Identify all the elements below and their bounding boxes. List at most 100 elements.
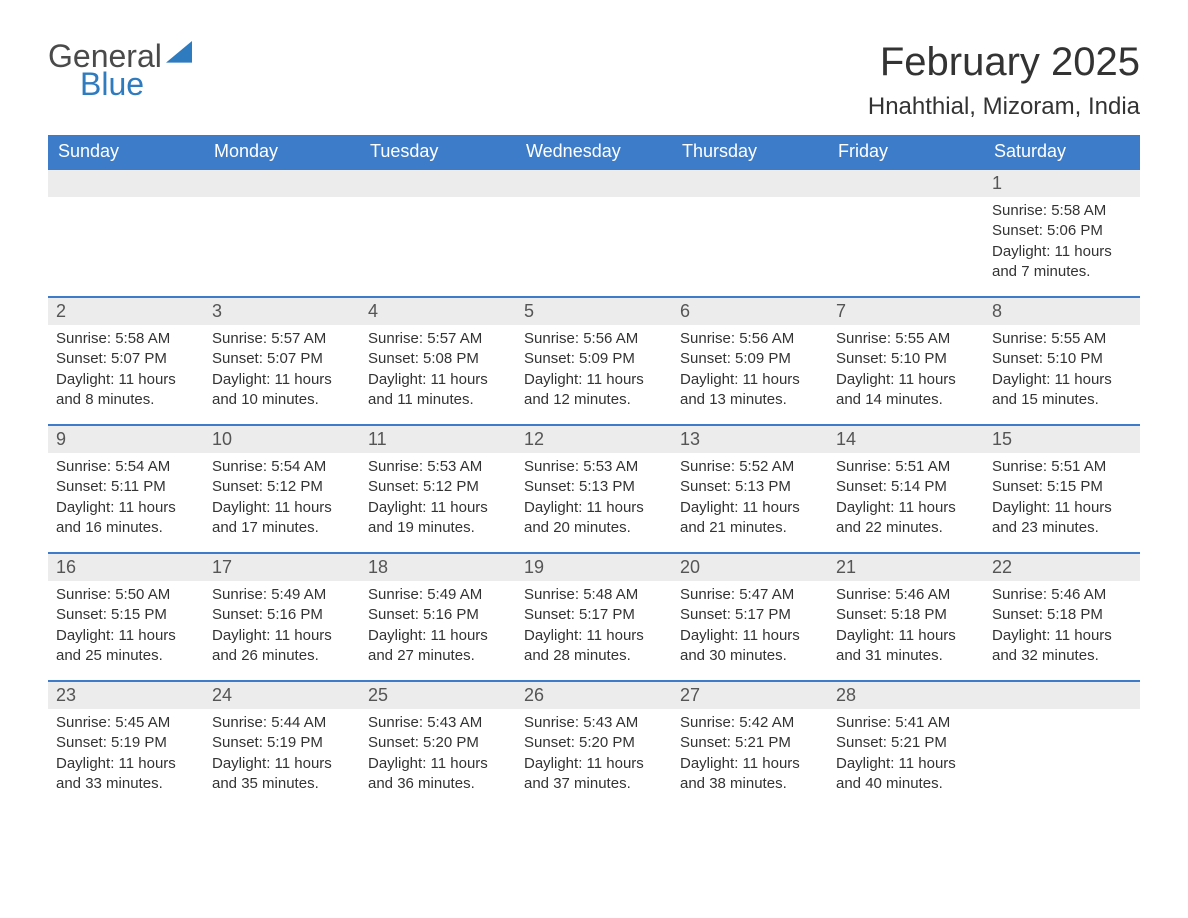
sunset-line: Sunset: 5:17 PM xyxy=(524,605,664,625)
sunrise-line: Sunrise: 5:57 AM xyxy=(212,329,352,349)
day-details: Sunrise: 5:51 AMSunset: 5:15 PMDaylight:… xyxy=(984,453,1140,550)
sunrise-line: Sunrise: 5:44 AM xyxy=(212,713,352,733)
daylight-line: Daylight: 11 hours and 37 minutes. xyxy=(524,754,664,795)
sunset-line: Sunset: 5:06 PM xyxy=(992,221,1132,241)
sunset-line: Sunset: 5:15 PM xyxy=(56,605,196,625)
sunrise-line: Sunrise: 5:42 AM xyxy=(680,713,820,733)
sunset-line: Sunset: 5:12 PM xyxy=(368,477,508,497)
sunrise-line: Sunrise: 5:53 AM xyxy=(368,457,508,477)
daynum-bar-empty xyxy=(828,170,984,197)
sunset-line: Sunset: 5:12 PM xyxy=(212,477,352,497)
calendar-week-row: 9Sunrise: 5:54 AMSunset: 5:11 PMDaylight… xyxy=(48,425,1140,553)
day-details: Sunrise: 5:52 AMSunset: 5:13 PMDaylight:… xyxy=(672,453,828,550)
daylight-line: Daylight: 11 hours and 11 minutes. xyxy=(368,370,508,411)
sunrise-line: Sunrise: 5:47 AM xyxy=(680,585,820,605)
day-number: 12 xyxy=(516,426,672,453)
day-details: Sunrise: 5:50 AMSunset: 5:15 PMDaylight:… xyxy=(48,581,204,678)
day-number: 23 xyxy=(48,682,204,709)
sunset-line: Sunset: 5:13 PM xyxy=(680,477,820,497)
day-number: 8 xyxy=(984,298,1140,325)
day-number: 25 xyxy=(360,682,516,709)
calendar-day-cell: 1Sunrise: 5:58 AMSunset: 5:06 PMDaylight… xyxy=(984,169,1140,297)
sunset-line: Sunset: 5:08 PM xyxy=(368,349,508,369)
weekday-header: Saturday xyxy=(984,135,1140,169)
weekday-header: Tuesday xyxy=(360,135,516,169)
day-number: 5 xyxy=(516,298,672,325)
sunset-line: Sunset: 5:07 PM xyxy=(56,349,196,369)
day-details: Sunrise: 5:42 AMSunset: 5:21 PMDaylight:… xyxy=(672,709,828,806)
sunrise-line: Sunrise: 5:54 AM xyxy=(56,457,196,477)
daylight-line: Daylight: 11 hours and 15 minutes. xyxy=(992,370,1132,411)
day-number: 9 xyxy=(48,426,204,453)
day-number: 20 xyxy=(672,554,828,581)
sunset-line: Sunset: 5:14 PM xyxy=(836,477,976,497)
sunrise-line: Sunrise: 5:50 AM xyxy=(56,585,196,605)
day-number: 3 xyxy=(204,298,360,325)
sunset-line: Sunset: 5:15 PM xyxy=(992,477,1132,497)
calendar-day-cell: 21Sunrise: 5:46 AMSunset: 5:18 PMDayligh… xyxy=(828,553,984,681)
calendar-day-cell: 27Sunrise: 5:42 AMSunset: 5:21 PMDayligh… xyxy=(672,681,828,809)
daylight-line: Daylight: 11 hours and 27 minutes. xyxy=(368,626,508,667)
sunset-line: Sunset: 5:21 PM xyxy=(680,733,820,753)
day-number: 22 xyxy=(984,554,1140,581)
day-number: 19 xyxy=(516,554,672,581)
calendar-day-cell: 12Sunrise: 5:53 AMSunset: 5:13 PMDayligh… xyxy=(516,425,672,553)
daylight-line: Daylight: 11 hours and 10 minutes. xyxy=(212,370,352,411)
day-number: 11 xyxy=(360,426,516,453)
day-number: 7 xyxy=(828,298,984,325)
calendar-empty-cell xyxy=(828,169,984,297)
daynum-bar-empty xyxy=(48,170,204,197)
calendar-table: SundayMondayTuesdayWednesdayThursdayFrid… xyxy=(48,135,1140,809)
sunset-line: Sunset: 5:16 PM xyxy=(368,605,508,625)
daylight-line: Daylight: 11 hours and 40 minutes. xyxy=(836,754,976,795)
day-details: Sunrise: 5:46 AMSunset: 5:18 PMDaylight:… xyxy=(828,581,984,678)
day-number: 13 xyxy=(672,426,828,453)
sunrise-line: Sunrise: 5:51 AM xyxy=(836,457,976,477)
sunset-line: Sunset: 5:19 PM xyxy=(56,733,196,753)
day-details: Sunrise: 5:56 AMSunset: 5:09 PMDaylight:… xyxy=(516,325,672,422)
sunrise-line: Sunrise: 5:55 AM xyxy=(836,329,976,349)
calendar-week-row: 1Sunrise: 5:58 AMSunset: 5:06 PMDaylight… xyxy=(48,169,1140,297)
sunset-line: Sunset: 5:07 PM xyxy=(212,349,352,369)
daylight-line: Daylight: 11 hours and 7 minutes. xyxy=(992,242,1132,283)
weekday-header: Monday xyxy=(204,135,360,169)
daylight-line: Daylight: 11 hours and 8 minutes. xyxy=(56,370,196,411)
calendar-empty-cell xyxy=(984,681,1140,809)
daylight-line: Daylight: 11 hours and 32 minutes. xyxy=(992,626,1132,667)
daylight-line: Daylight: 11 hours and 35 minutes. xyxy=(212,754,352,795)
weekday-header: Thursday xyxy=(672,135,828,169)
daynum-bar-empty xyxy=(516,170,672,197)
daylight-line: Daylight: 11 hours and 28 minutes. xyxy=(524,626,664,667)
daylight-line: Daylight: 11 hours and 25 minutes. xyxy=(56,626,196,667)
sunset-line: Sunset: 5:09 PM xyxy=(680,349,820,369)
day-details: Sunrise: 5:45 AMSunset: 5:19 PMDaylight:… xyxy=(48,709,204,806)
calendar-week-row: 2Sunrise: 5:58 AMSunset: 5:07 PMDaylight… xyxy=(48,297,1140,425)
daylight-line: Daylight: 11 hours and 14 minutes. xyxy=(836,370,976,411)
calendar-day-cell: 18Sunrise: 5:49 AMSunset: 5:16 PMDayligh… xyxy=(360,553,516,681)
calendar-day-cell: 23Sunrise: 5:45 AMSunset: 5:19 PMDayligh… xyxy=(48,681,204,809)
calendar-day-cell: 10Sunrise: 5:54 AMSunset: 5:12 PMDayligh… xyxy=(204,425,360,553)
day-number: 14 xyxy=(828,426,984,453)
sunrise-line: Sunrise: 5:46 AM xyxy=(992,585,1132,605)
calendar-day-cell: 24Sunrise: 5:44 AMSunset: 5:19 PMDayligh… xyxy=(204,681,360,809)
calendar-body: 1Sunrise: 5:58 AMSunset: 5:06 PMDaylight… xyxy=(48,169,1140,809)
sunrise-line: Sunrise: 5:52 AM xyxy=(680,457,820,477)
calendar-day-cell: 4Sunrise: 5:57 AMSunset: 5:08 PMDaylight… xyxy=(360,297,516,425)
calendar-day-cell: 5Sunrise: 5:56 AMSunset: 5:09 PMDaylight… xyxy=(516,297,672,425)
daylight-line: Daylight: 11 hours and 30 minutes. xyxy=(680,626,820,667)
day-details: Sunrise: 5:46 AMSunset: 5:18 PMDaylight:… xyxy=(984,581,1140,678)
daylight-line: Daylight: 11 hours and 38 minutes. xyxy=(680,754,820,795)
sunrise-line: Sunrise: 5:45 AM xyxy=(56,713,196,733)
calendar-day-cell: 26Sunrise: 5:43 AMSunset: 5:20 PMDayligh… xyxy=(516,681,672,809)
calendar-week-row: 23Sunrise: 5:45 AMSunset: 5:19 PMDayligh… xyxy=(48,681,1140,809)
sunrise-line: Sunrise: 5:58 AM xyxy=(56,329,196,349)
sunrise-line: Sunrise: 5:57 AM xyxy=(368,329,508,349)
daylight-line: Daylight: 11 hours and 33 minutes. xyxy=(56,754,196,795)
sunrise-line: Sunrise: 5:55 AM xyxy=(992,329,1132,349)
sunset-line: Sunset: 5:21 PM xyxy=(836,733,976,753)
day-number: 18 xyxy=(360,554,516,581)
calendar-day-cell: 22Sunrise: 5:46 AMSunset: 5:18 PMDayligh… xyxy=(984,553,1140,681)
day-details: Sunrise: 5:56 AMSunset: 5:09 PMDaylight:… xyxy=(672,325,828,422)
sunset-line: Sunset: 5:11 PM xyxy=(56,477,196,497)
daylight-line: Daylight: 11 hours and 26 minutes. xyxy=(212,626,352,667)
